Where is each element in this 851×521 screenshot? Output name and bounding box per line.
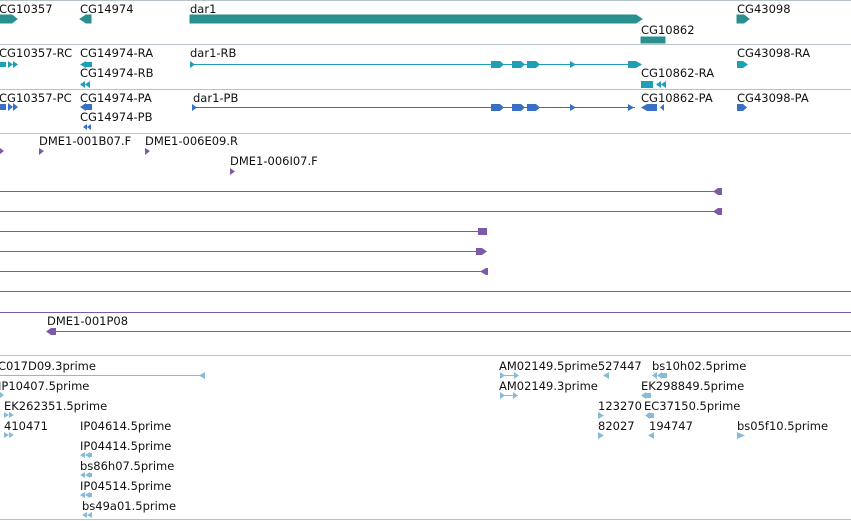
est-123270-feature[interactable] [598,412,604,419]
est-194747-feature[interactable] [648,432,654,439]
protein-labels: CG10357-PC CG14974-PA CG14974-PB dar1-PB… [0,91,809,124]
est-EK298849.5prime-feature[interactable] [641,392,651,399]
est-label-194747[interactable]: 194747 [649,419,693,433]
protein-CG10862-PA-feature[interactable] [641,104,664,111]
est-label-AM02149.5prime527447[interactable]: AM02149.5prime527447 [499,359,642,373]
protein-dar1-PB-feature[interactable] [192,104,635,111]
est-label-IP04414.5prime[interactable]: IP04414.5prime [80,439,171,453]
gene-label-CG10357[interactable]: CG10357 [0,2,53,16]
est-bs10h02.5prime-feature[interactable] [652,372,667,379]
protein-label-dar1-PB[interactable]: dar1-PB [193,91,238,105]
est-label-bs10h02.5prime[interactable]: bs10h02.5prime [652,359,746,373]
clone-span-1[interactable] [0,188,722,195]
est-label-123270[interactable]: 123270 [598,399,642,413]
est-labels: C017D09.3prime IP10407.5prime EK262351.5… [0,359,828,513]
transcript-CG14974-RB-feature[interactable] [80,81,90,88]
transcript-dar1-RB-feature[interactable] [190,61,642,68]
protein-CG14974-PB-feature[interactable] [83,124,91,130]
clone-label-DME1-001B07.F[interactable]: DME1-001B07.F [39,134,131,148]
est-IP04514.5prime-feature[interactable] [80,492,85,498]
transcript-CG43098-RA-feature[interactable] [737,61,748,68]
gene-label-CG10862[interactable]: CG10862 [641,23,695,37]
protein-track [0,103,747,130]
est-label-IP04614.5prime[interactable]: IP04614.5prime [80,419,171,433]
gene-CG10862-feature[interactable] [640,36,666,44]
est-track [0,372,745,518]
gene-label-CG43098[interactable]: CG43098 [737,2,791,16]
est-EK262351.5prime-feature[interactable] [4,412,14,418]
gene-CG14974-feature[interactable] [79,14,92,24]
gene-CG10357-feature[interactable] [0,14,18,24]
est-IP04414.5prime-feature[interactable] [80,472,92,478]
clone-DME1-006E09.R-marker[interactable] [145,148,150,155]
clone-label-DME1-006I07.F[interactable]: DME1-006I07.F [230,154,318,168]
est-label-bs05f10.5prime[interactable]: bs05f10.5prime [737,419,828,433]
est-IP10407.5prime-feature[interactable] [0,392,4,398]
est-C017D09.3prime-feature[interactable] [0,372,205,379]
clone-label-DME1-006E09.R[interactable]: DME1-006E09.R [145,134,238,148]
est-label-IP10407.5prime[interactable]: IP10407.5prime [0,379,89,393]
est-label-bs86h07.5prime[interactable]: bs86h07.5prime [80,459,174,473]
transcript-labels: CG10357-RC CG14974-RA CG14974-RB dar1-RB… [0,46,810,80]
transcript-CG10862-RA-feature[interactable] [641,81,666,88]
est-410471-feature[interactable] [4,432,14,438]
protein-CG10357-PC-feature[interactable] [0,103,18,111]
protein-CG14974-PA-feature[interactable] [80,103,92,111]
transcript-label-dar1-RB[interactable]: dar1-RB [190,46,237,60]
est-label-EK262351.5prime[interactable]: EK262351.5prime [4,399,107,413]
clone-labels: DME1-001B07.F DME1-006E09.R DME1-006I07.… [39,134,318,328]
transcript-track [0,61,748,88]
transcript-label-CG14974-RA[interactable]: CG14974-RA [80,46,153,60]
est-EC37150.5prime-feature[interactable] [645,412,654,419]
protein-label-CG14974-PB[interactable]: CG14974-PB [80,110,153,124]
clone-span-4[interactable] [0,248,487,255]
est-IP04614.5prime-feature[interactable] [80,452,92,458]
gene-labels: CG10357 CG14974 dar1 CG10862 CG43098 [0,2,791,37]
clone-span-3[interactable] [0,228,487,235]
clone-DME1-006I07.F-marker[interactable] [230,168,235,175]
est-bs05f10.5prime-feature[interactable] [737,432,745,439]
clone-end-marker-left[interactable] [0,148,4,154]
est-bs49a01.5prime-feature[interactable] [82,512,92,518]
clone-label-DME1-001P08[interactable]: DME1-001P08 [47,314,128,328]
est-label-410471[interactable]: 410471 [4,419,48,433]
gene-track [0,14,750,44]
protein-label-CG10357-PC[interactable]: CG10357-PC [0,91,72,105]
clone-DME1-001P08-span[interactable] [46,328,851,335]
gene-dar1-feature[interactable] [189,14,643,24]
transcript-label-CG43098-RA[interactable]: CG43098-RA [737,46,810,60]
clone-DME1-001B07.F-marker[interactable] [39,148,44,155]
est-AM02149.3prime-feature[interactable] [500,392,518,399]
protein-CG43098-PA-feature[interactable] [737,104,747,111]
transcript-CG10357-RC-feature[interactable] [0,61,18,68]
gene-label-dar1[interactable]: dar1 [190,2,216,16]
protein-label-CG14974-PA[interactable]: CG14974-PA [80,91,152,105]
protein-label-CG10862-PA[interactable]: CG10862-PA [641,91,713,105]
est-AM02149.5prime527447-feature[interactable] [500,372,609,379]
est-label-C017D09.3prime[interactable]: C017D09.3prime [0,359,96,373]
gene-CG43098-feature[interactable] [736,14,750,24]
transcript-label-CG10862-RA[interactable]: CG10862-RA [641,66,714,80]
est-label-bs49a01.5prime[interactable]: bs49a01.5prime [82,499,176,513]
transcript-label-CG10357-RC[interactable]: CG10357-RC [0,46,72,60]
est-82027-feature[interactable] [598,432,604,439]
clone-span-2[interactable] [0,208,722,215]
est-label-82027[interactable]: 82027 [598,419,635,433]
transcript-label-CG14974-RB[interactable]: CG14974-RB [80,66,154,80]
protein-label-CG43098-PA[interactable]: CG43098-PA [737,91,809,105]
est-label-IP04514.5prime[interactable]: IP04514.5prime [80,479,171,493]
est-label-EK298849.5prime[interactable]: EK298849.5prime [641,379,744,393]
est-label-EC37150.5prime[interactable]: EC37150.5prime [644,399,740,413]
gene-label-CG14974[interactable]: CG14974 [80,2,134,16]
est-label-AM02149.3prime[interactable]: AM02149.3prime [499,379,598,393]
transcript-CG14974-RA-feature[interactable] [80,61,92,68]
clone-track [0,148,851,335]
clone-span-5[interactable] [0,268,488,275]
